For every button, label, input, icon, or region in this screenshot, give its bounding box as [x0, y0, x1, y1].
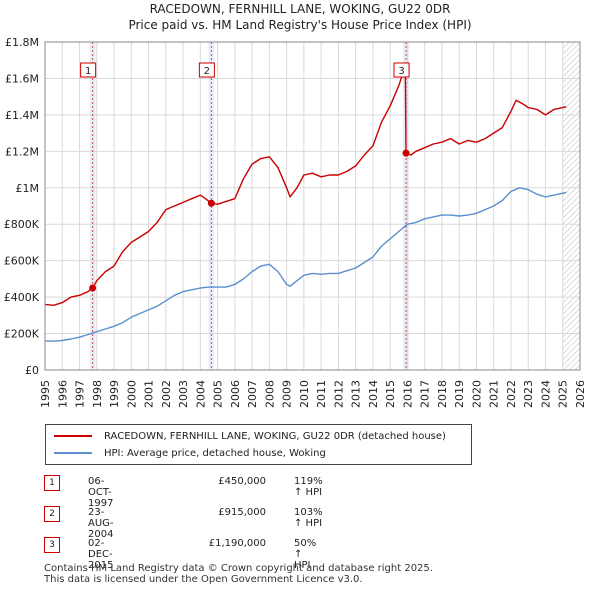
x-tick-label: 2007: [246, 380, 259, 408]
sale-point-1: [89, 284, 97, 292]
plot-border: [44, 41, 581, 371]
footer-line-2: This data is licensed under the Open Gov…: [44, 574, 363, 585]
legend-swatch-hpi: [54, 452, 92, 454]
x-tick-label: 2003: [177, 380, 190, 408]
y-tick-label: £0: [25, 364, 39, 377]
legend-label-hpi: HPI: Average price, detached house, Woki…: [104, 447, 326, 459]
x-tick-label: 2013: [350, 380, 363, 408]
x-tick-label: 2016: [401, 380, 414, 408]
x-tick-label: 1998: [91, 380, 104, 408]
sale-date: 02-DEC-2015: [88, 538, 114, 571]
x-tick-label: 1999: [108, 380, 121, 408]
sale-hpi-change: 119% ↑ HPI: [294, 476, 323, 498]
price-chart: £0 £200K £400K £600K £800K £1M £1.2M £1.4M £1.6M…: [4, 36, 587, 408]
sale-price: £450,000: [218, 476, 266, 487]
chart-legend: RACEDOWN, FERNHILL LANE, WOKING, GU22 0D…: [45, 424, 472, 465]
x-tick-label: 2018: [436, 380, 449, 408]
sale-number-badge: 3: [44, 537, 60, 553]
x-tick-label: 2002: [160, 380, 173, 408]
x-tick-label: 1997: [74, 380, 87, 408]
x-tick-label: 1995: [39, 380, 52, 408]
legend-label-property: RACEDOWN, FERNHILL LANE, WOKING, GU22 0D…: [104, 430, 446, 442]
x-tick-label: 2008: [263, 380, 276, 408]
x-tick-label: 2019: [453, 380, 466, 408]
x-tick-label: 2010: [298, 380, 311, 408]
legend-item-hpi: HPI: Average price, detached house, Woki…: [54, 446, 326, 460]
y-tick-label: £800K: [4, 218, 40, 231]
sale-point-3: [402, 149, 410, 157]
chart-title: RACEDOWN, FERNHILL LANE, WOKING, GU22 0D…: [149, 2, 451, 16]
sale-date: 06-OCT-1997: [88, 476, 114, 509]
x-tick-label: 2026: [574, 380, 587, 408]
y-tick-label: £1.2M: [5, 145, 39, 158]
y-tick-label: £200K: [4, 328, 40, 341]
y-tick-label: £1.8M: [5, 36, 39, 49]
x-tick-label: 2025: [557, 380, 570, 408]
footer-notice: Contains HM Land Registry data © Crown c…: [44, 563, 433, 585]
y-tick-label: £1.4M: [5, 109, 39, 122]
x-tick-label: 2009: [281, 380, 294, 408]
x-tick-label: 2014: [367, 380, 380, 408]
x-tick-label: 2015: [384, 380, 397, 408]
y-tick-label: £600K: [4, 255, 40, 268]
x-tick-label: 2005: [212, 380, 225, 408]
x-tick-label: 2001: [143, 380, 156, 408]
legend-swatch-property: [54, 435, 92, 437]
x-tick-label: 2004: [194, 380, 207, 408]
x-tick-label: 2022: [505, 380, 518, 408]
sale-date: 23-AUG-2004: [88, 507, 114, 540]
chart-subtitle: Price paid vs. HM Land Registry's House …: [128, 18, 472, 32]
y-tick-label: £1M: [16, 182, 40, 195]
sale-badge-label-1: 1: [85, 66, 91, 77]
sale-number-badge: 2: [44, 506, 60, 522]
x-tick-label: 2006: [229, 380, 242, 408]
sale-hpi-change: 103% ↑ HPI: [294, 507, 323, 529]
property-series-line: [44, 65, 567, 306]
x-tick-label: 2020: [470, 380, 483, 408]
sale-number-badge: 1: [44, 475, 60, 491]
sale-badge-box-3: [393, 62, 410, 78]
sale-badge-label-3: 3: [398, 66, 404, 77]
sale-price: £1,190,000: [208, 538, 266, 549]
x-tick-label: 1996: [56, 380, 69, 408]
x-tick-label: 2017: [419, 380, 432, 408]
y-tick-label: £400K: [4, 291, 40, 304]
x-tick-label: 2012: [332, 380, 345, 408]
sale-badge-box-2: [198, 62, 215, 78]
y-tick-label: £1.6M: [5, 72, 39, 85]
legend-item-property: RACEDOWN, FERNHILL LANE, WOKING, GU22 0D…: [54, 429, 446, 443]
sale-hpi-change: 50% ↑ HPI: [294, 538, 317, 571]
sale-price: £915,000: [218, 507, 266, 518]
sale-badge-label-2: 2: [204, 66, 210, 77]
sale-badge-box-1: [80, 62, 97, 78]
x-tick-label: 2024: [539, 380, 552, 408]
sale-point-2: [207, 199, 215, 207]
footer-line-1: Contains HM Land Registry data © Crown c…: [44, 563, 433, 574]
x-tick-label: 2021: [488, 380, 501, 408]
future-hatch-region: [562, 42, 580, 370]
x-tick-label: 2011: [315, 380, 328, 408]
x-tick-label: 2023: [522, 380, 535, 408]
x-tick-label: 2000: [125, 380, 138, 408]
hpi-series-line: [44, 187, 567, 342]
